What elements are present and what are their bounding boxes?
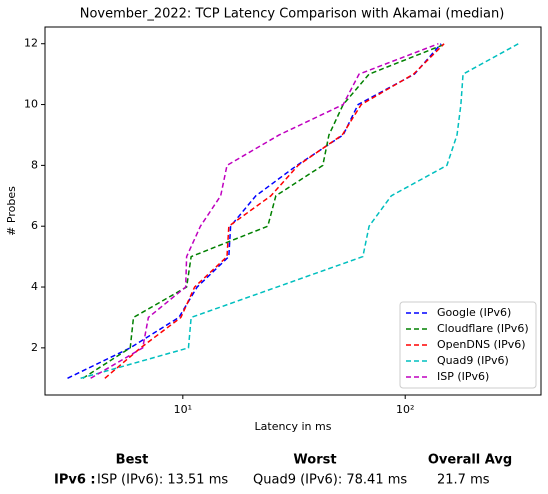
series-line — [90, 43, 439, 379]
y-tick-label: 6 — [31, 219, 38, 232]
y-tick-label: 12 — [24, 37, 38, 50]
summary-header: Overall Avg — [428, 453, 512, 468]
series-line — [104, 43, 445, 379]
summary-row-label: IPv6 : — [54, 473, 96, 488]
summary-avg: 21.7 ms — [437, 473, 490, 488]
series-line — [67, 43, 442, 379]
x-axis-label: Latency in ms — [255, 420, 332, 433]
plot-area — [44, 26, 542, 396]
y-tick-label: 2 — [31, 341, 38, 354]
x-tick-label: 10² — [396, 403, 414, 416]
y-tick-label: 8 — [31, 158, 38, 171]
x-tick-label: 10¹ — [174, 403, 192, 416]
legend-label: ISP (IPv6) — [437, 370, 489, 383]
y-tick-label: 10 — [24, 98, 38, 111]
summary-header: Worst — [293, 453, 336, 468]
legend-label: OpenDNS (IPv6) — [437, 338, 526, 351]
legend-label: Cloudflare (IPv6) — [437, 322, 529, 335]
y-tick-label: 4 — [31, 280, 38, 293]
legend-label: Google (IPv6) — [437, 306, 511, 319]
legend-label: Quad9 (IPv6) — [437, 354, 509, 367]
summary-best: ISP (IPv6): 13.51 ms — [97, 473, 228, 488]
y-axis-label: # Probes — [5, 186, 18, 236]
summary-header: Best — [116, 453, 149, 468]
series-line — [82, 43, 447, 379]
summary-worst: Quad9 (IPv6): 78.41 ms — [253, 473, 407, 488]
series-line — [80, 43, 519, 379]
chart-title: November_2022: TCP Latency Comparison wi… — [80, 7, 505, 22]
legend-box — [399, 301, 537, 389]
